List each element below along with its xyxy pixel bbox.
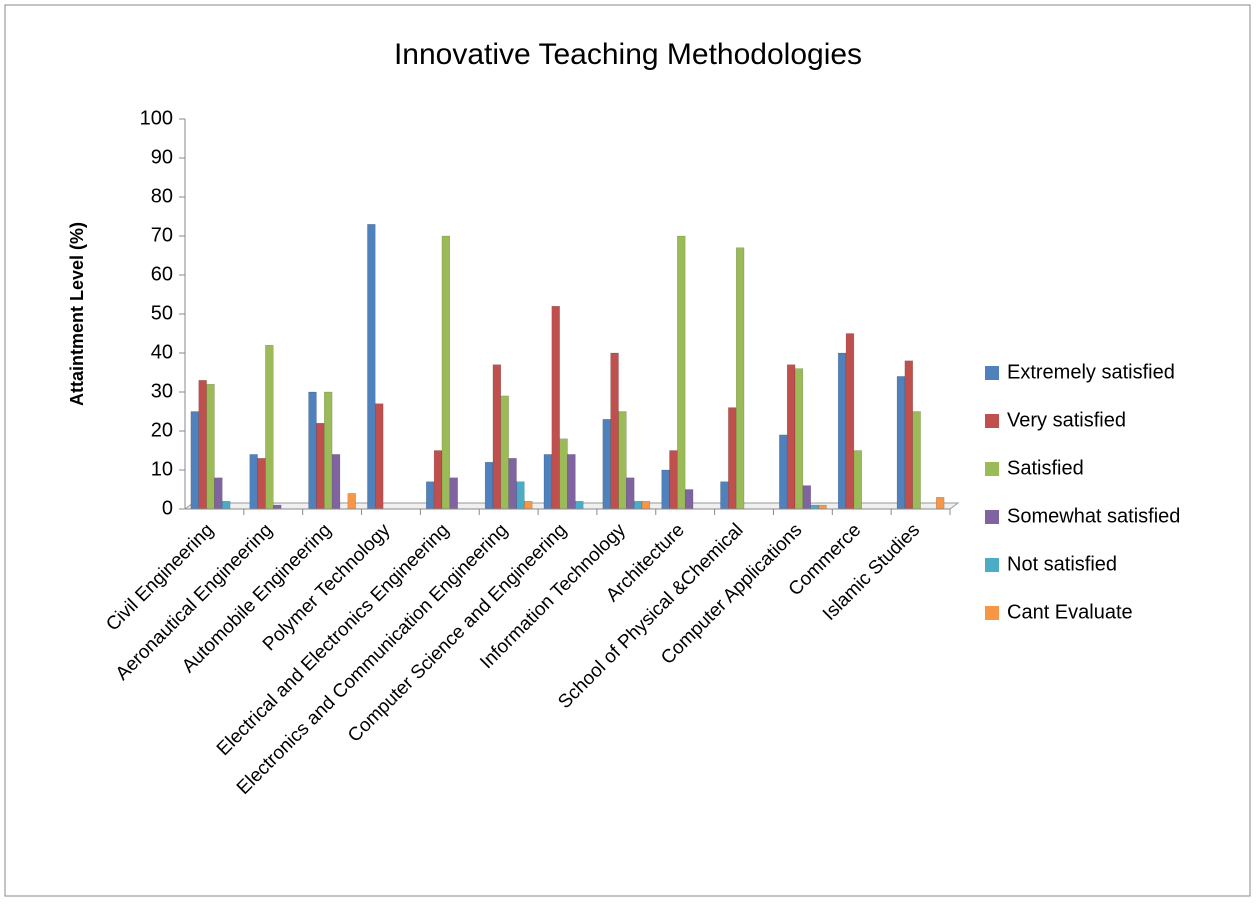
- bar: [543, 454, 553, 510]
- bar: [810, 504, 819, 510]
- bar: [720, 481, 729, 510]
- bar: [802, 485, 811, 510]
- bar: [818, 504, 827, 510]
- bar: [273, 504, 282, 510]
- legend-label: Somewhat satisfied: [1007, 505, 1180, 527]
- bar: [845, 333, 855, 510]
- y-tick-label: 50: [151, 302, 173, 324]
- y-tick-label: 30: [151, 380, 173, 402]
- bar: [331, 454, 341, 510]
- bar: [484, 461, 494, 510]
- legend-label: Cant Evaluate: [1007, 601, 1133, 623]
- legend-label: Not satisfied: [1007, 553, 1117, 575]
- legend-swatch: [985, 510, 999, 524]
- bar: [265, 344, 274, 510]
- bar: [508, 458, 517, 510]
- bar: [449, 477, 458, 510]
- y-tick-label: 40: [151, 341, 173, 363]
- bar: [575, 500, 584, 510]
- bar: [794, 368, 804, 510]
- bar: [559, 438, 568, 510]
- bar: [222, 500, 231, 510]
- bar: [249, 454, 258, 510]
- bar: [779, 434, 788, 510]
- bar: [198, 380, 207, 510]
- chart-title: Innovative Teaching Methodologies: [394, 38, 862, 71]
- y-tick-label: 90: [151, 146, 173, 168]
- bar: [626, 477, 635, 510]
- bar: [492, 364, 502, 510]
- bar: [567, 454, 576, 510]
- legend-label: Extremely satisfied: [1007, 361, 1175, 383]
- legend-swatch: [985, 606, 999, 620]
- bar: [347, 493, 356, 510]
- bar: [837, 352, 847, 510]
- y-tick-label: 0: [162, 497, 173, 519]
- bar: [661, 469, 670, 510]
- y-tick-label: 80: [151, 185, 173, 207]
- bar: [728, 407, 737, 510]
- bar: [786, 364, 796, 510]
- bar: [190, 411, 199, 510]
- bar: [677, 235, 686, 510]
- bar: [426, 481, 435, 510]
- bar: [633, 500, 643, 510]
- legend-swatch: [985, 558, 999, 572]
- bar: [375, 403, 384, 510]
- bar: [602, 419, 611, 510]
- bar: [441, 235, 451, 510]
- bar: [904, 360, 913, 510]
- bar: [214, 477, 223, 510]
- y-tick-label: 100: [140, 107, 173, 129]
- bar: [684, 489, 694, 510]
- y-tick-label: 60: [151, 263, 173, 285]
- bar: [206, 383, 215, 510]
- bar: [896, 376, 906, 510]
- bar: [853, 450, 862, 510]
- bar: [324, 391, 333, 510]
- legend-swatch: [985, 366, 999, 380]
- y-tick-label: 10: [151, 458, 173, 480]
- bar: [669, 450, 678, 510]
- bar: [308, 391, 317, 510]
- bar: [610, 352, 619, 510]
- y-tick-label: 70: [151, 224, 173, 246]
- bar: [516, 481, 525, 510]
- bar: [912, 411, 921, 510]
- legend-label: Very satisfied: [1007, 409, 1126, 431]
- y-tick-label: 20: [151, 419, 173, 441]
- bar: [618, 411, 627, 510]
- bar: [524, 500, 533, 510]
- bar: [367, 224, 376, 510]
- bar: [551, 305, 560, 510]
- legend-swatch: [985, 414, 999, 428]
- bar: [316, 422, 325, 510]
- legend-label: Satisfied: [1007, 457, 1084, 479]
- y-axis-label: Attaintment Level (%): [67, 222, 87, 406]
- bar: [500, 395, 509, 510]
- bar: [735, 247, 745, 510]
- legend-swatch: [985, 462, 999, 476]
- bar: [641, 500, 651, 510]
- bar: [433, 450, 443, 510]
- bar: [257, 458, 266, 510]
- bar: [936, 497, 945, 510]
